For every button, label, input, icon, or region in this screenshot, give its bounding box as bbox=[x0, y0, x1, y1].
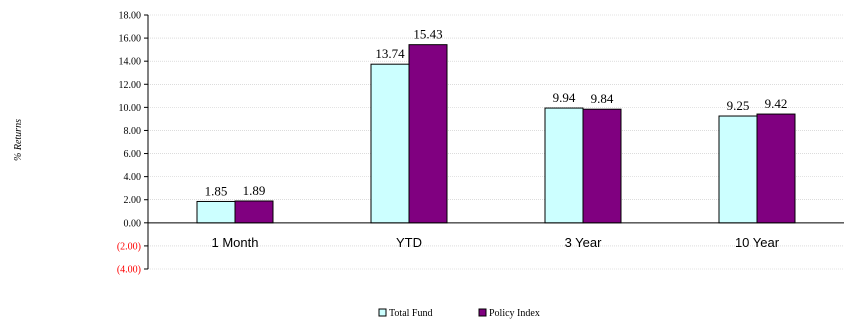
category-label: 3 Year bbox=[565, 235, 603, 250]
y-tick-label: 8.00 bbox=[124, 126, 142, 137]
bar-policy-index bbox=[756, 113, 796, 224]
data-label: 1.85 bbox=[205, 183, 228, 198]
y-axis-label: % Returns bbox=[13, 119, 24, 161]
y-tick-label: 10.00 bbox=[119, 103, 142, 114]
y-tick-label: 2.00 bbox=[124, 195, 142, 206]
data-label: 9.42 bbox=[765, 96, 788, 111]
bar-total-fund bbox=[718, 115, 758, 224]
legend-label: Policy Index bbox=[489, 308, 540, 319]
legend: Total Fund Policy Index bbox=[378, 308, 540, 319]
y-tick-label: (4.00) bbox=[117, 265, 141, 276]
legend-swatch-policy-index bbox=[478, 308, 487, 317]
y-tick-label: 6.00 bbox=[124, 149, 142, 160]
category-labels: 1 Month YTD 3 Year 10 Year bbox=[212, 235, 780, 250]
y-tick-label: 12.00 bbox=[119, 80, 142, 91]
bar-policy-index bbox=[234, 200, 274, 224]
data-label: 9.94 bbox=[553, 90, 576, 105]
bars bbox=[196, 44, 796, 224]
data-labels: 1.85 1.89 13.74 15.43 9.94 9.84 9.25 9.42 bbox=[205, 27, 788, 199]
y-axis-ticks: 18.00 16.00 14.00 12.00 10.00 8.00 6.00 4.00 2.0… bbox=[117, 11, 148, 276]
data-label: 9.84 bbox=[591, 91, 614, 106]
bar-policy-index bbox=[408, 44, 448, 224]
bar-total-fund bbox=[544, 107, 584, 224]
bar-total-fund bbox=[196, 200, 236, 224]
category-label: 10 Year bbox=[735, 235, 780, 250]
y-tick-label: 18.00 bbox=[119, 11, 142, 22]
category-label: 1 Month bbox=[212, 235, 259, 250]
y-tick-label: (2.00) bbox=[117, 241, 141, 252]
data-label: 13.74 bbox=[375, 46, 405, 61]
category-label: YTD bbox=[396, 235, 422, 250]
data-label: 1.89 bbox=[243, 183, 266, 198]
data-label: 9.25 bbox=[727, 98, 750, 113]
bar-policy-index bbox=[582, 108, 622, 224]
y-tick-label: 0.00 bbox=[124, 218, 142, 229]
y-tick-label: 14.00 bbox=[119, 57, 142, 68]
bar-total-fund bbox=[370, 63, 410, 224]
y-tick-label: 16.00 bbox=[119, 34, 142, 45]
legend-label: Total Fund bbox=[389, 308, 432, 319]
data-label: 15.43 bbox=[413, 27, 442, 42]
y-tick-label: 4.00 bbox=[124, 172, 142, 183]
legend-swatch-total-fund bbox=[378, 308, 387, 317]
